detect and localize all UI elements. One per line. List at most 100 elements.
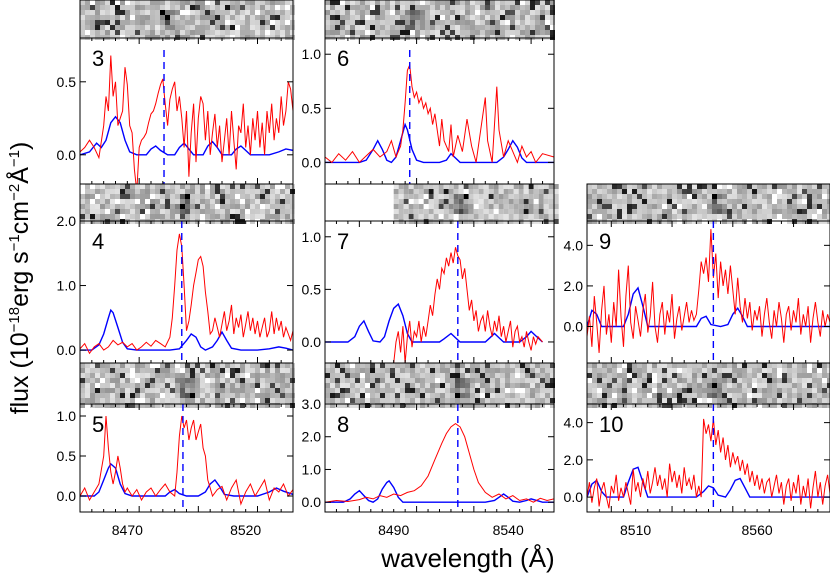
strip-pixel (667, 189, 672, 194)
strip-pixel (415, 388, 420, 393)
strip-pixel (90, 0, 95, 5)
strip-pixel (767, 204, 772, 209)
strip-pixel (200, 403, 205, 408)
strip-pixel (215, 214, 220, 219)
strip-pixel (260, 194, 265, 199)
strip-pixel (415, 25, 420, 30)
strip-pixel (205, 398, 210, 403)
strip-pixel (175, 363, 180, 368)
strip-pixel (445, 5, 450, 10)
strip-pixel (105, 368, 110, 373)
strip-pixel (175, 10, 180, 15)
strip-pixel (180, 5, 185, 10)
strip-pixel (155, 30, 160, 35)
strip-pixel (602, 393, 607, 398)
strip-pixel (455, 30, 460, 35)
strip-pixel (817, 189, 822, 194)
strip-pixel (480, 398, 485, 403)
strip-pixel (270, 383, 275, 388)
strip-pixel (545, 403, 550, 408)
strip-pixel (513, 204, 519, 209)
strip-pixel (602, 199, 607, 204)
strip-pixel (587, 189, 592, 194)
strip-pixel (340, 398, 345, 403)
strip-pixel (355, 378, 360, 383)
strip-pixel (200, 30, 205, 35)
strip-pixel (460, 368, 465, 373)
strip-pixel (425, 378, 430, 383)
strip-pixel (632, 199, 637, 204)
strip-pixel (762, 204, 767, 209)
strip-pixel (627, 403, 632, 408)
strip-pixel (807, 209, 812, 214)
strip-pixel (592, 184, 597, 189)
strip-pixel (548, 199, 554, 204)
strip-pixel (500, 0, 505, 5)
strip-pixel (80, 10, 85, 15)
strip-pixel (215, 378, 220, 383)
strip-pixel (180, 398, 185, 403)
strip-pixel (135, 403, 140, 408)
strip-pixel (453, 209, 459, 214)
strip-pixel (762, 184, 767, 189)
strip-pixel (637, 373, 642, 378)
strip-pixel (510, 403, 515, 408)
strip-pixel (360, 403, 365, 408)
strip-pixel (325, 20, 330, 25)
strip-pixel (260, 0, 265, 5)
strip-pixel (395, 20, 400, 25)
strip-pixel (175, 15, 180, 20)
strip-pixel (607, 184, 612, 189)
strip-pixel (110, 30, 115, 35)
strip-pixel (190, 15, 195, 20)
strip-pixel (647, 209, 652, 214)
strip-pixel (340, 373, 345, 378)
strip-pixel (145, 403, 150, 408)
strip-pixel (150, 189, 155, 194)
strip-pixel (395, 383, 400, 388)
strip-pixel (475, 373, 480, 378)
strip-pixel (460, 363, 465, 368)
strip-pixel (445, 403, 450, 408)
strip-pixel (500, 368, 505, 373)
strip-pixel (220, 209, 225, 214)
strip-pixel (185, 368, 190, 373)
strip-pixel (807, 204, 812, 209)
strip-pixel (270, 204, 275, 209)
strip-pixel (525, 30, 530, 35)
strip-pixel (170, 378, 175, 383)
strip-pixel (757, 393, 762, 398)
strip-pixel (235, 15, 240, 20)
strip-pixel (597, 189, 602, 194)
strip-pixel (120, 214, 125, 219)
strip-pixel (827, 378, 830, 383)
strip-pixel (677, 403, 682, 408)
strip-pixel (817, 194, 822, 199)
strip-pixel (100, 209, 105, 214)
strip-pixel (260, 184, 265, 189)
strip-pixel (677, 194, 682, 199)
strip-pixel (548, 184, 554, 189)
strip-pixel (642, 184, 647, 189)
strip-pixel (230, 30, 235, 35)
strip-pixel (105, 30, 110, 35)
strip-pixel (692, 393, 697, 398)
strip-pixel (657, 199, 662, 204)
strip-pixel (345, 20, 350, 25)
strip-pixel (398, 189, 404, 194)
strip-pixel (707, 214, 712, 219)
strip-pixel (523, 204, 529, 209)
strip-pixel (255, 184, 260, 189)
strip-pixel (533, 214, 539, 219)
strip-pixel (280, 209, 285, 214)
strip-pixel (727, 204, 732, 209)
strip-pixel (445, 20, 450, 25)
strip-pixel (510, 393, 515, 398)
strip-pixel (535, 10, 540, 15)
strip-pixel (435, 378, 440, 383)
strip-pixel (340, 368, 345, 373)
strip-pixel (470, 398, 475, 403)
strip-pixel (443, 194, 449, 199)
strip-pixel (210, 194, 215, 199)
strip-pixel (95, 363, 100, 368)
